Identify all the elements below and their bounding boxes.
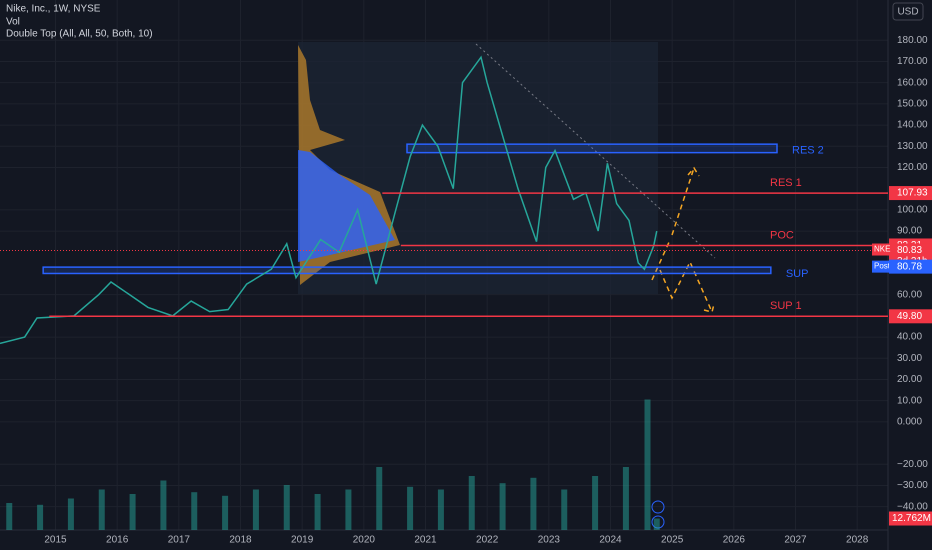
price-line	[0, 55, 658, 345]
level-label: POC	[770, 229, 794, 241]
y-tick-label: −30.00	[897, 480, 928, 491]
y-tick-label: 40.00	[897, 332, 922, 343]
add-button[interactable]	[651, 500, 665, 514]
volume-bar	[191, 492, 198, 530]
volume-bar	[437, 489, 444, 530]
volume-profile-value-area	[298, 150, 395, 262]
y-tick-label: 150.00	[897, 99, 928, 110]
symbol-box	[872, 243, 889, 256]
symbol-title: Nike, Inc., 1W, NYSE	[6, 4, 101, 15]
y-tick-label: 0.000	[897, 417, 922, 428]
y-tick-label: 100.00	[897, 205, 928, 216]
x-tick-label: 2022	[476, 535, 499, 546]
zone	[42, 266, 772, 275]
volume-label: 12.762M	[892, 513, 931, 524]
volume-bar	[468, 476, 475, 530]
y-tick-label: 30.00	[897, 353, 922, 364]
trend-line	[475, 43, 716, 259]
x-tick-label: 2025	[661, 535, 684, 546]
x-tick-label: 2016	[106, 535, 129, 546]
x-tick-label: 2017	[168, 535, 191, 546]
y-tick-label: −40.00	[897, 501, 928, 512]
volume-bar	[561, 489, 568, 530]
zone-label: RES 2	[792, 144, 824, 156]
y-tick-label: 160.00	[897, 77, 928, 88]
volume-bar	[653, 518, 660, 530]
x-tick-label: 2019	[291, 535, 314, 546]
volume-bar	[222, 495, 229, 530]
y-tick-label: 20.00	[897, 374, 922, 385]
last-price: 80.83	[897, 245, 922, 256]
currency[interactable]: USD	[897, 7, 918, 18]
post-label: Post	[874, 262, 891, 271]
level-price: 107.93	[897, 188, 928, 199]
indicator: Vol	[6, 17, 20, 28]
post-price: 80.78	[897, 261, 922, 272]
y-tick-label: 120.00	[897, 162, 928, 173]
y-tick-label: 90.00	[897, 226, 922, 237]
volume-bar	[407, 486, 414, 530]
volume-bar	[160, 480, 167, 530]
volume-bar	[6, 503, 13, 530]
x-tick-label: 2018	[229, 535, 252, 546]
y-tick-label: 130.00	[897, 141, 928, 152]
y-tick-label: 10.00	[897, 395, 922, 406]
x-tick-label: 2015	[44, 535, 67, 546]
x-tick-label: 2027	[784, 535, 807, 546]
indicator: Double Top (All, All, 50, Both, 10)	[6, 29, 153, 40]
volume-bar	[314, 494, 321, 530]
volume-bar	[345, 489, 352, 530]
y-tick-label: −20.00	[897, 459, 928, 470]
volume-label-box	[889, 511, 932, 526]
volume-bar	[283, 485, 290, 530]
zone-label: SUP	[786, 268, 809, 280]
y-tick-label: 180.00	[897, 35, 928, 46]
volume-bar	[644, 399, 651, 530]
x-tick-label: 2026	[723, 535, 746, 546]
projection-up	[651, 166, 700, 281]
projection-down	[659, 260, 715, 313]
y-tick-label: 140.00	[897, 120, 928, 131]
x-tick-label: 2024	[599, 535, 622, 546]
volume-bar	[37, 504, 44, 530]
volume-bar	[592, 476, 599, 530]
level-label: RES 1	[770, 177, 802, 189]
volume-bar	[98, 489, 105, 530]
volume-bar	[67, 498, 74, 530]
y-tick-label: 60.00	[897, 289, 922, 300]
level-price: 49.80	[897, 311, 922, 322]
volume-bar	[252, 489, 259, 530]
zone	[406, 143, 778, 154]
level-price-box	[889, 309, 932, 324]
y-tick-label: 170.00	[897, 56, 928, 67]
post-price-box	[889, 259, 932, 274]
level-price-box	[889, 186, 932, 201]
post-box	[872, 260, 889, 273]
symbol-label: NKE	[874, 245, 890, 254]
x-tick-label: 2028	[846, 535, 869, 546]
currency-button[interactable]	[892, 2, 924, 21]
x-tick-label: 2023	[538, 535, 561, 546]
volume-bar	[622, 467, 629, 530]
volume-bar	[499, 483, 506, 530]
volume-bar	[129, 494, 136, 530]
volume-bar	[376, 467, 383, 530]
x-tick-label: 2020	[353, 535, 376, 546]
x-tick-label: 2021	[414, 535, 437, 546]
volume-bar	[530, 477, 537, 530]
level-label: SUP 1	[770, 300, 802, 312]
